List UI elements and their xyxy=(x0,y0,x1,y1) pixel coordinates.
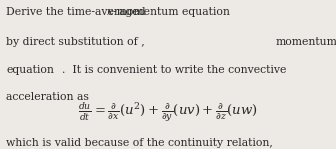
Text: Derive the time-averaged: Derive the time-averaged xyxy=(6,7,149,17)
Text: momentum: momentum xyxy=(276,37,336,46)
Text: acceleration as: acceleration as xyxy=(6,92,89,102)
Text: x: x xyxy=(107,7,113,17)
Text: by direct substitution of ,: by direct substitution of , xyxy=(6,37,145,46)
Text: equation: equation xyxy=(6,65,54,75)
Text: $\frac{du}{dt} = \frac{\partial}{\partial x}\left(u^2\right) + \frac{\partial}{\: $\frac{du}{dt} = \frac{\partial}{\partia… xyxy=(78,101,258,124)
Text: -momentum equation: -momentum equation xyxy=(113,7,230,17)
Text: .  It is convenient to write the convective: . It is convenient to write the convecti… xyxy=(62,65,287,75)
Text: which is valid because of the continuity relation,: which is valid because of the continuity… xyxy=(6,138,273,148)
